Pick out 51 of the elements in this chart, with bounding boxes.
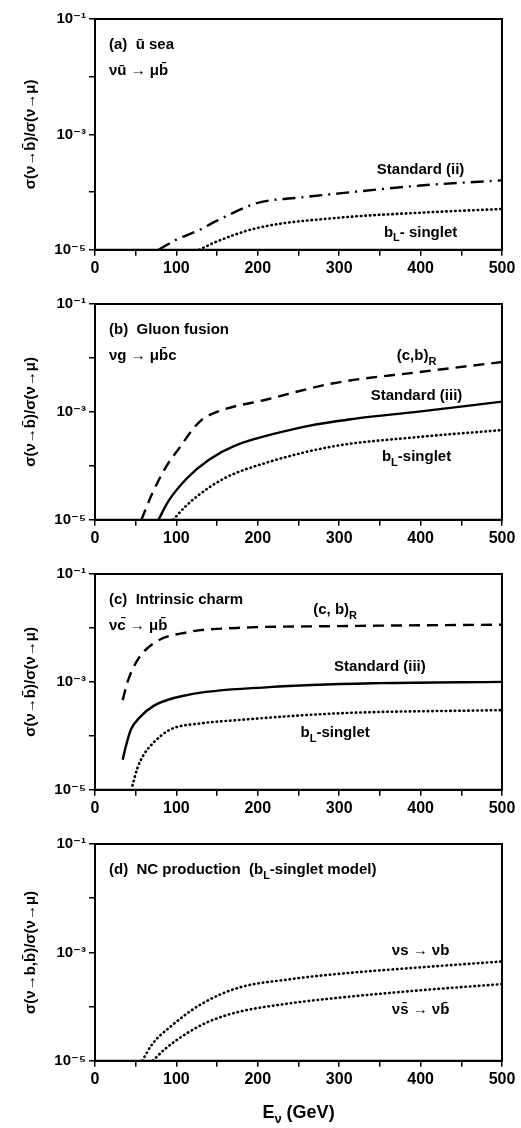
x-tick-label: 300 [325,1069,353,1087]
x-tick-label: 200 [244,798,272,816]
x-tick-label: 0 [90,1069,100,1087]
y-axis-title: σ(ν→b̄)/σ(ν→μ) [21,627,38,737]
x-tick-label: 0 [90,528,100,546]
y-tick-label: 10⁻¹ [56,9,86,27]
y-tick-label: 10⁻⁵ [54,779,86,797]
annotation: νū → μb̄ [109,61,169,78]
x-tick-label: 200 [244,528,272,546]
y-tick-label: 10⁻³ [56,124,86,142]
x-tick-label: 300 [325,798,353,816]
y-tick-label: 10⁻⁵ [54,509,86,527]
y-tick-label: 10⁻¹ [56,834,86,852]
annotation: νc̄ → μb̄ [109,616,168,633]
y-tick-label: 10⁻³ [56,672,86,690]
x-tick-label: 0 [90,798,100,816]
annotation: (c) Intrinsic charm [109,590,244,607]
y-axis-title: σ(ν→b̄)/σ(ν→μ) [21,357,38,467]
y-tick-label: 10⁻¹ [56,294,86,312]
x-tick-label: 500 [488,528,516,546]
annotation: (b) Gluon fusion [109,320,229,337]
x-tick-label: 400 [407,528,435,546]
x-tick-label: 300 [325,528,353,546]
series-label: Standard (iii) [334,657,426,675]
x-tick-label: 300 [325,258,353,276]
y-axis-title: σ(ν→b,b̄)/σ(ν→μ) [21,890,38,1014]
series-label: Standard (ii) [376,159,465,177]
y-tick-label: 10⁻⁵ [54,239,86,257]
x-tick-label: 100 [163,258,190,276]
series-label: νs → νb [391,941,450,959]
series-label: νs̄ → νb̄ [391,1000,450,1018]
y-tick-label: 10⁻⁵ [54,1050,86,1068]
x-tick-label: 400 [407,798,435,816]
y-tick-label: 10⁻³ [56,942,86,960]
y-tick-label: 10⁻¹ [56,564,86,582]
y-axis-title: σ(ν→b̄)/σ(ν→μ) [21,79,38,190]
x-tick-label: 0 [90,258,100,276]
x-tick-label: 500 [488,258,516,276]
x-tick-label: 400 [407,258,435,276]
x-tick-label: 100 [163,528,190,546]
x-tick-label: 200 [244,258,272,276]
x-tick-label: 500 [488,798,516,816]
y-tick-label: 10⁻³ [56,402,86,420]
annotation: νg → μb̄c [109,346,177,363]
annotation: (a) ū sea [109,35,175,52]
x-tick-label: 100 [163,798,190,816]
x-tick-label: 500 [488,1069,516,1087]
x-tick-label: 200 [244,1069,272,1087]
series-label: Standard (iii) [370,385,463,403]
x-tick-label: 400 [407,1069,435,1087]
x-tick-label: 100 [163,1069,190,1087]
